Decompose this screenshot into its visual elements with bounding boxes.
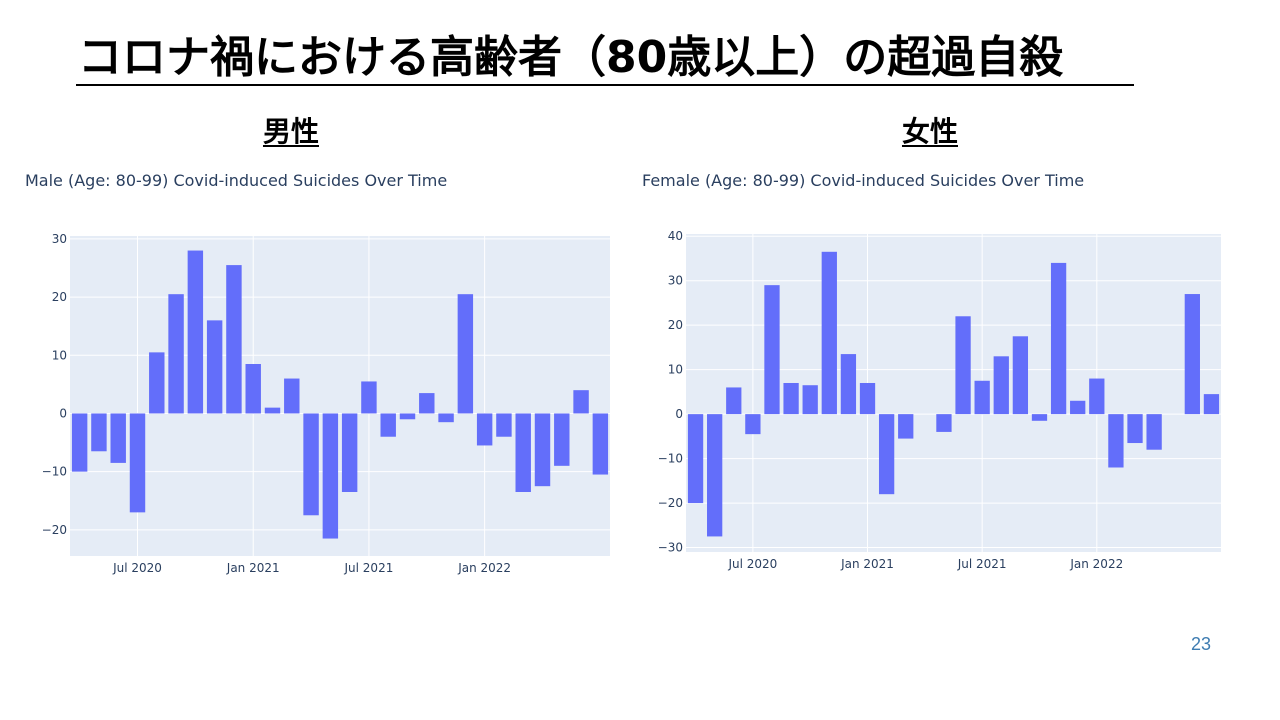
male-bar-5 [168, 294, 184, 414]
male-bar-25 [554, 413, 570, 466]
male-ytick-label: −10 [42, 465, 67, 479]
male-bar-24 [534, 413, 551, 487]
male-bar-11 [284, 378, 300, 414]
female-bar-16 [993, 356, 1009, 415]
male-bar-7 [206, 320, 223, 414]
female-bar-15 [974, 380, 990, 415]
male-bar-23 [515, 413, 531, 492]
female-bar-13 [936, 414, 952, 432]
female-chart-title: Female (Age: 80-99) Covid-induced Suicid… [642, 171, 1085, 190]
female-xtick-label: Jan 2021 [840, 557, 894, 571]
female-bar-14 [955, 316, 971, 415]
male-xtick-label: Jul 2021 [344, 561, 394, 575]
male-bar-4 [149, 352, 165, 414]
male-heading: 男性 [262, 115, 319, 148]
male-bar-17 [399, 413, 416, 420]
female-bar-22 [1108, 414, 1124, 468]
male-bar-19 [438, 413, 454, 423]
male-bar-18 [419, 393, 435, 414]
female-bar-7 [821, 251, 837, 415]
male-bar-9 [245, 364, 261, 414]
female-xtick-label: Jul 2021 [957, 557, 1007, 571]
male-bar-13 [322, 413, 339, 539]
male-ytick-label: 20 [52, 290, 67, 304]
male-ytick-label: −20 [42, 523, 67, 537]
female-bar-0 [687, 414, 704, 504]
title-underline [76, 84, 1134, 86]
male-bar-15 [361, 381, 377, 414]
female-bar-26 [1184, 294, 1200, 415]
female-bar-19 [1050, 262, 1067, 415]
male-bar-22 [496, 413, 512, 437]
female-bar-23 [1127, 414, 1143, 444]
female-heading: 女性 [901, 115, 958, 148]
female-ytick-label: 30 [668, 274, 683, 288]
male-bar-0 [71, 413, 88, 472]
female-ytick-label: 0 [675, 407, 683, 421]
female-bar-18 [1031, 414, 1048, 421]
female-bar-6 [802, 385, 818, 415]
female-bar-2 [726, 387, 742, 415]
male-ytick-label: 30 [52, 232, 67, 246]
male-bar-16 [380, 413, 396, 437]
female-ytick-label: −20 [658, 496, 683, 510]
female-ytick-label: −30 [658, 541, 683, 555]
male-bar-2 [110, 413, 126, 463]
male-ytick-label: 0 [59, 406, 67, 420]
male-bar-12 [303, 413, 319, 516]
male-bar-20 [457, 294, 474, 414]
male-chart-title: Male (Age: 80-99) Covid-induced Suicides… [25, 171, 448, 190]
male-xtick-label: Jan 2022 [457, 561, 511, 575]
female-xtick-label: Jul 2020 [727, 557, 777, 571]
female-ytick-label: −10 [658, 452, 683, 466]
male-bar-3 [129, 413, 146, 513]
female-ytick-label: 20 [668, 318, 683, 332]
female-bar-3 [745, 414, 761, 435]
male-bar-21 [476, 413, 493, 446]
male-bar-27 [592, 413, 609, 475]
male-xtick-label: Jul 2020 [112, 561, 162, 575]
slide-title: コロナ禍における高齢者（80歳以上）の超過自殺 [78, 32, 1064, 83]
female-bar-21 [1089, 378, 1105, 415]
female-bar-1 [707, 414, 723, 537]
male-bar-14 [341, 413, 358, 492]
female-ytick-label: 40 [668, 229, 683, 243]
male-bar-8 [226, 265, 242, 414]
female-bar-24 [1146, 414, 1162, 450]
female-bar-27 [1203, 394, 1220, 415]
female-bar-10 [878, 414, 895, 495]
female-ytick-label: 10 [668, 363, 683, 377]
female-xtick-label: Jan 2022 [1069, 557, 1123, 571]
male-bar-1 [91, 413, 107, 452]
female-bar-5 [783, 382, 799, 415]
male-ytick-label: 10 [52, 348, 67, 362]
female-bar-9 [859, 382, 876, 415]
male-bar-10 [264, 407, 281, 414]
female-bar-20 [1070, 400, 1086, 415]
male-bar-6 [187, 250, 204, 414]
male-bar-26 [573, 390, 589, 414]
male-xtick-label: Jan 2021 [226, 561, 280, 575]
female-bar-17 [1012, 336, 1029, 415]
female-bar-11 [898, 414, 914, 439]
female-bar-4 [764, 285, 780, 415]
female-bar-8 [840, 354, 857, 415]
page-number: 23 [1190, 634, 1212, 654]
